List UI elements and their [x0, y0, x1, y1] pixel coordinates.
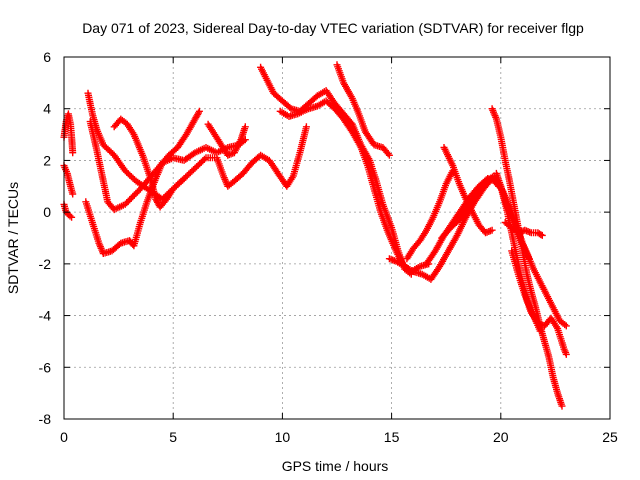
series-arc-20	[508, 247, 570, 358]
plot-frame	[63, 56, 611, 420]
data-point	[68, 213, 76, 221]
x-tick-label: 25	[602, 429, 618, 445]
data-point	[129, 193, 137, 201]
data-point	[126, 196, 134, 204]
series-arc-01	[60, 110, 77, 157]
data-point	[562, 322, 570, 330]
data-point	[130, 191, 138, 199]
data-point	[385, 151, 393, 159]
data-point	[561, 321, 569, 329]
data-point	[562, 350, 570, 358]
y-tick-label: 4	[43, 101, 51, 117]
y-tick-labels: -8 -6 -4 -2 0 2 4 6	[39, 49, 52, 427]
y-axis-label: SDTVAR / TECUs	[5, 182, 21, 294]
series-arc-10	[276, 97, 433, 276]
data-point	[384, 150, 392, 158]
series-arc-02	[60, 162, 77, 198]
y-tick-label: 6	[43, 49, 51, 65]
data-point	[488, 226, 496, 234]
y-tick-label: -8	[39, 411, 52, 427]
series-arc-08	[204, 120, 249, 159]
data-point	[69, 149, 77, 157]
data-point	[241, 123, 249, 131]
data-point	[195, 109, 202, 117]
x-tick-label: 5	[169, 429, 177, 445]
series-arc-07	[110, 115, 310, 211]
data-point	[302, 123, 310, 131]
data-markers	[60, 61, 570, 410]
x-tick-label: 20	[493, 429, 509, 445]
series-arc-03	[60, 200, 76, 221]
data-point	[195, 107, 203, 115]
y-tick-label: 0	[43, 204, 51, 220]
data-point	[558, 402, 566, 410]
series-arc-06	[82, 107, 203, 257]
x-tick-label: 10	[275, 429, 291, 445]
series-arc-12	[403, 167, 457, 263]
series-arc-16	[440, 144, 496, 237]
y-tick-label: -6	[39, 359, 52, 375]
x-tick-labels: 0 5 10 15 20 25	[60, 429, 618, 445]
data-point	[538, 231, 546, 239]
x-tick-label: 15	[384, 429, 400, 445]
data-point	[537, 231, 545, 239]
x-tick-label: 0	[60, 429, 68, 445]
axis-ticks	[63, 56, 611, 420]
data-point	[200, 155, 208, 163]
series-arc-19	[501, 219, 546, 239]
data-point	[69, 190, 77, 198]
chart-title: Day 071 of 2023, Sidereal Day-to-day VTE…	[82, 20, 584, 36]
x-axis-label: GPS time / hours	[282, 458, 389, 474]
data-point	[66, 212, 74, 220]
data-point	[124, 197, 132, 205]
y-tick-label: -2	[39, 256, 52, 272]
series-arc-11	[333, 61, 393, 159]
y-tick-label: 2	[43, 152, 51, 168]
y-tick-label: -4	[39, 308, 52, 324]
